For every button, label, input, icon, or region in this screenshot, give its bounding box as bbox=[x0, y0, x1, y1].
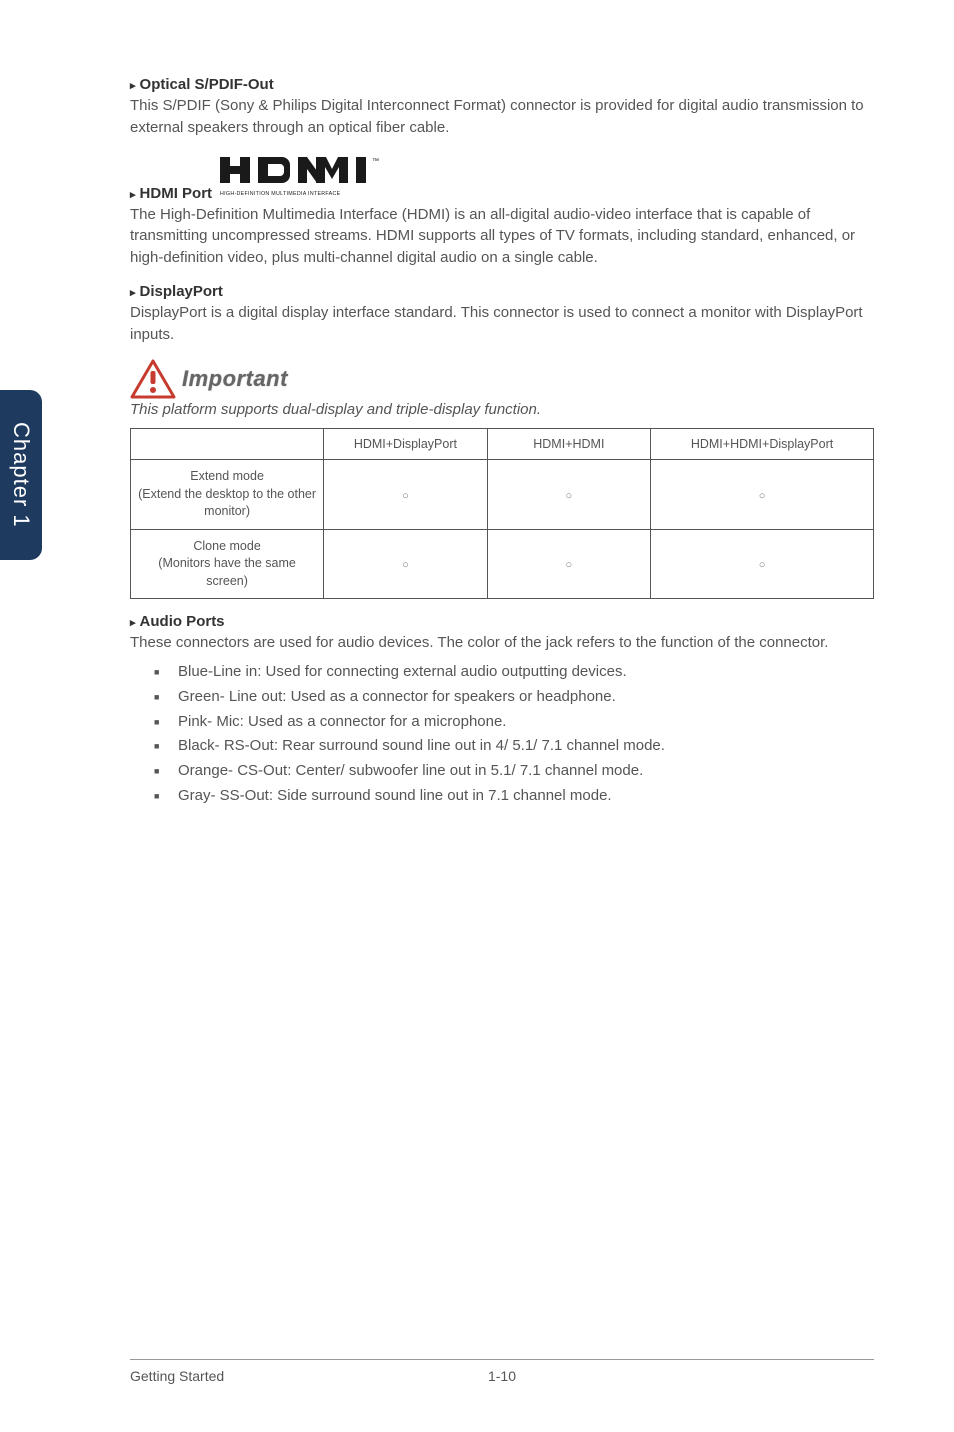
important-label: Important bbox=[182, 366, 288, 392]
table-header-row: HDMI+DisplayPort HDMI+HDMI HDMI+HDMI+Dis… bbox=[131, 429, 874, 460]
section-heading-hdmi: ▸ HDMI Port bbox=[130, 185, 212, 202]
table-row-label: Extend mode (Extend the desktop to the o… bbox=[131, 460, 324, 530]
table-cell: ○ bbox=[324, 460, 487, 530]
hdmi-body: The High-Definition Multimedia Interface… bbox=[130, 204, 874, 269]
list-item: Gray- SS-Out: Side surround sound line o… bbox=[178, 784, 874, 809]
table-row: Clone mode (Monitors have the same scree… bbox=[131, 529, 874, 599]
footer-page-number: 1-10 bbox=[488, 1368, 516, 1384]
audio-body: These connectors are used for audio devi… bbox=[130, 632, 874, 654]
list-item: Black- RS-Out: Rear surround sound line … bbox=[178, 734, 874, 759]
chapter-label: Chapter 1 bbox=[8, 422, 34, 528]
table-cell: ○ bbox=[487, 460, 650, 530]
row-label-line1: Clone mode bbox=[193, 539, 260, 553]
important-note: This platform supports dual-display and … bbox=[130, 401, 874, 418]
heading-text: Audio Ports bbox=[140, 613, 225, 630]
heading-text: DisplayPort bbox=[140, 283, 223, 300]
table-header-cell: HDMI+HDMI bbox=[487, 429, 650, 460]
table-header-cell bbox=[131, 429, 324, 460]
audio-ports-list: Blue-Line in: Used for connecting extern… bbox=[130, 660, 874, 809]
section-heading-spdif: ▸ Optical S/PDIF-Out bbox=[130, 76, 874, 93]
support-mark: ○ bbox=[759, 559, 766, 571]
page-footer: Getting Started 1-10 bbox=[130, 1359, 874, 1384]
support-mark: ○ bbox=[759, 490, 766, 502]
list-item: Blue-Line in: Used for connecting extern… bbox=[178, 660, 874, 685]
table-cell: ○ bbox=[651, 460, 874, 530]
svg-text:™: ™ bbox=[372, 158, 379, 165]
row-label-line2: (Extend the desktop to the other monitor… bbox=[138, 487, 316, 519]
row-label-line2: (Monitors have the same screen) bbox=[158, 556, 296, 588]
list-item: Green- Line out: Used as a connector for… bbox=[178, 685, 874, 710]
support-mark: ○ bbox=[566, 559, 573, 571]
list-item: Orange- CS-Out: Center/ subwoofer line o… bbox=[178, 759, 874, 784]
warning-triangle-icon bbox=[130, 359, 176, 399]
heading-text: Optical S/PDIF-Out bbox=[140, 76, 274, 93]
table-cell: ○ bbox=[651, 529, 874, 599]
hdmi-logo-icon: ™ HIGH-DEFINITION MULTIMEDIA INTERFACE bbox=[220, 155, 410, 202]
triangle-icon: ▸ bbox=[130, 616, 136, 629]
hdmi-heading-row: ▸ HDMI Port ™ HIGH-DEFINITION MULTIMEDIA … bbox=[130, 155, 874, 202]
table-cell: ○ bbox=[324, 529, 487, 599]
chapter-sidebar-tab: Chapter 1 bbox=[0, 390, 42, 560]
table-header-cell: HDMI+DisplayPort bbox=[324, 429, 487, 460]
triangle-icon: ▸ bbox=[130, 188, 136, 201]
table-cell: ○ bbox=[487, 529, 650, 599]
table-row-label: Clone mode (Monitors have the same scree… bbox=[131, 529, 324, 599]
heading-text: HDMI Port bbox=[140, 185, 213, 202]
triangle-icon: ▸ bbox=[130, 79, 136, 92]
support-mark: ○ bbox=[402, 559, 409, 571]
page-content: ▸ Optical S/PDIF-Out This S/PDIF (Sony & … bbox=[0, 0, 954, 809]
display-support-table: HDMI+DisplayPort HDMI+HDMI HDMI+HDMI+Dis… bbox=[130, 428, 874, 599]
spdif-body: This S/PDIF (Sony & Philips Digital Inte… bbox=[130, 95, 874, 139]
table-row: Extend mode (Extend the desktop to the o… bbox=[131, 460, 874, 530]
hdmi-logo-subtext: HIGH-DEFINITION MULTIMEDIA INTERFACE bbox=[220, 191, 341, 197]
displayport-body: DisplayPort is a digital display interfa… bbox=[130, 302, 874, 346]
important-callout: Important bbox=[130, 359, 874, 399]
list-item: Pink- Mic: Used as a connector for a mic… bbox=[178, 710, 874, 735]
triangle-icon: ▸ bbox=[130, 286, 136, 299]
row-label-line1: Extend mode bbox=[190, 469, 264, 483]
support-mark: ○ bbox=[402, 490, 409, 502]
support-mark: ○ bbox=[566, 490, 573, 502]
section-heading-displayport: ▸ DisplayPort bbox=[130, 283, 874, 300]
section-heading-audio: ▸ Audio Ports bbox=[130, 613, 874, 630]
table-header-cell: HDMI+HDMI+DisplayPort bbox=[651, 429, 874, 460]
